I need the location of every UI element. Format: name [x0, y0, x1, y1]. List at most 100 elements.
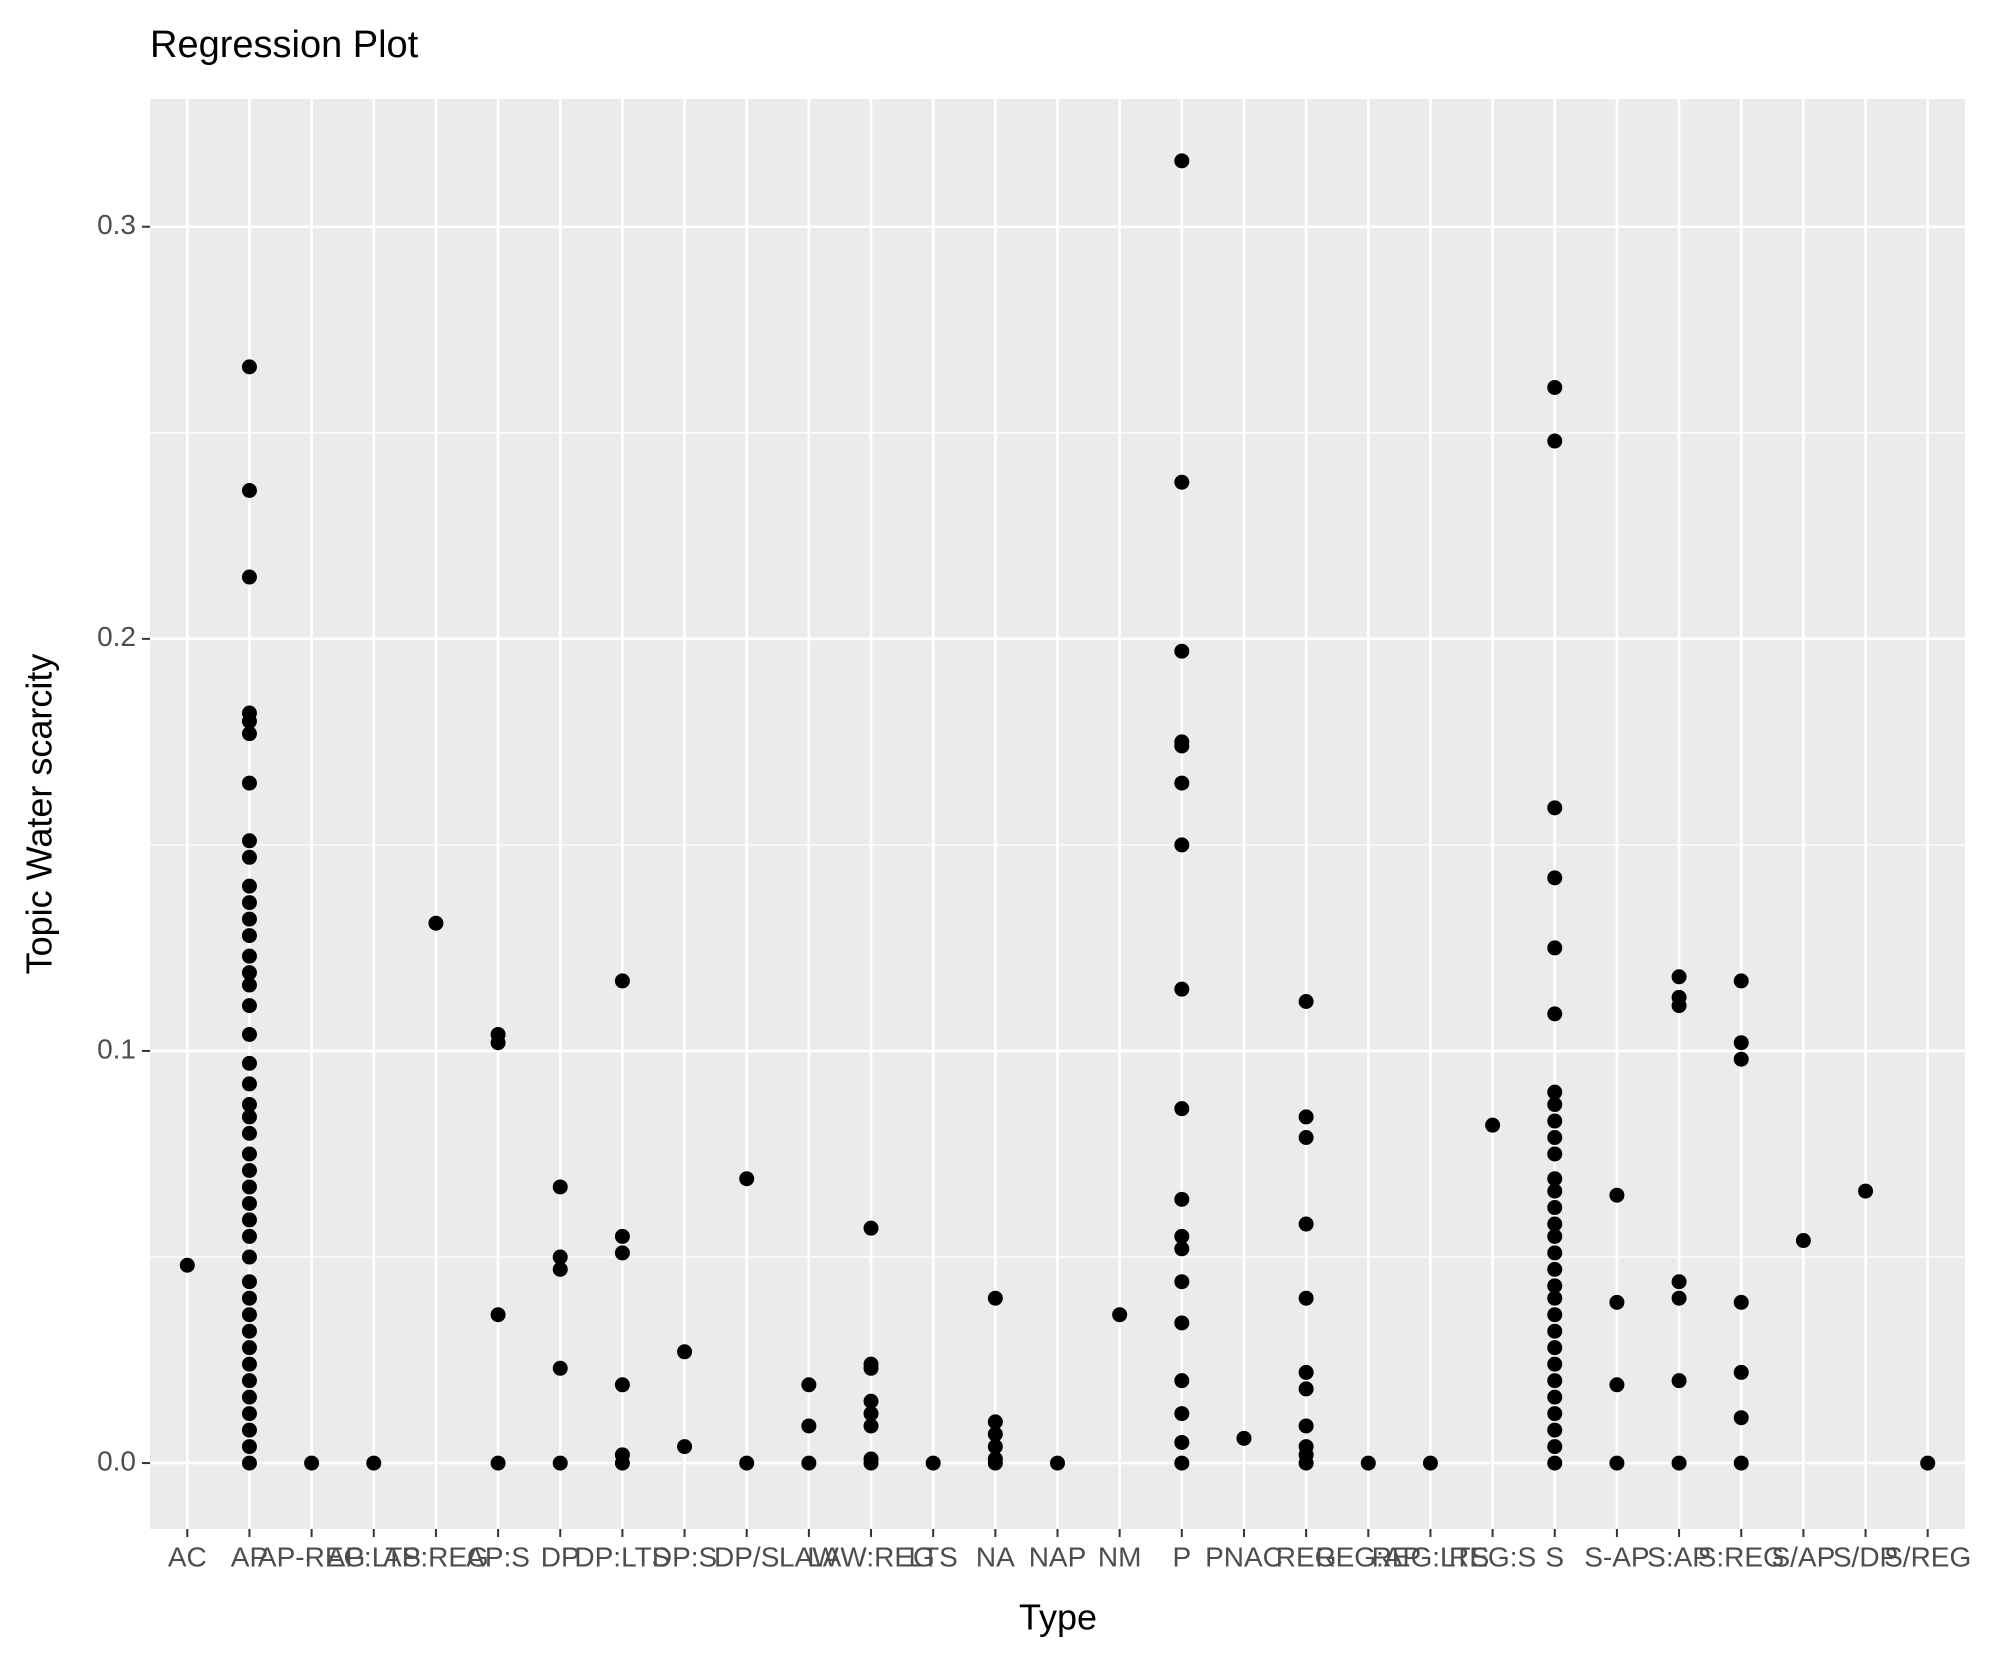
point: [552, 1249, 568, 1265]
point: [1547, 1130, 1563, 1146]
point: [677, 1439, 693, 1455]
point: [490, 1307, 506, 1323]
point: [1174, 1274, 1190, 1290]
x-tick-label: LAW:REG: [807, 1541, 935, 1572]
x-tick-label: P: [1172, 1541, 1191, 1572]
point: [1547, 1323, 1563, 1339]
point: [677, 1344, 693, 1360]
y-tick-label: 0.0: [97, 1445, 136, 1476]
point: [1236, 1430, 1252, 1446]
point: [241, 1076, 257, 1092]
x-tick-label: DP:S: [652, 1541, 717, 1572]
point: [1174, 981, 1190, 997]
point: [1547, 1340, 1563, 1356]
point: [1733, 1035, 1749, 1051]
point: [1547, 1216, 1563, 1232]
point: [1547, 379, 1563, 395]
x-tick-label: AP-REG: [258, 1541, 365, 1572]
point: [1733, 973, 1749, 989]
point: [1733, 1051, 1749, 1067]
point: [241, 1026, 257, 1042]
point: [1174, 1373, 1190, 1389]
x-tick-label: REG:AP: [1315, 1541, 1421, 1572]
point: [1671, 998, 1687, 1014]
point: [241, 1162, 257, 1178]
point: [1547, 1146, 1563, 1162]
point: [863, 1406, 879, 1422]
x-tick-label: S/DP: [1833, 1541, 1898, 1572]
point: [739, 1171, 755, 1187]
point: [241, 965, 257, 981]
point: [614, 973, 630, 989]
x-tick-label: AP:S: [466, 1541, 530, 1572]
point: [1174, 643, 1190, 659]
point: [241, 911, 257, 927]
point: [241, 1439, 257, 1455]
point: [739, 1455, 755, 1471]
point: [241, 1290, 257, 1306]
point: [1174, 775, 1190, 791]
point: [1547, 433, 1563, 449]
point: [863, 1393, 879, 1409]
point: [241, 482, 257, 498]
point: [1360, 1455, 1376, 1471]
point: [987, 1439, 1003, 1455]
x-tick-label: LAW: [779, 1541, 839, 1572]
point: [1298, 1130, 1314, 1146]
point: [1547, 1307, 1563, 1323]
x-tick-label: NM: [1098, 1541, 1142, 1572]
point: [1609, 1377, 1625, 1393]
point: [1298, 1290, 1314, 1306]
point: [1547, 1278, 1563, 1294]
x-tick-label: S:REG: [1698, 1541, 1785, 1572]
point: [1547, 1373, 1563, 1389]
point: [1174, 1101, 1190, 1117]
point: [801, 1418, 817, 1434]
point: [1547, 1228, 1563, 1244]
point: [241, 1340, 257, 1356]
point: [1298, 1455, 1314, 1471]
point: [1547, 1261, 1563, 1277]
point: [1547, 1406, 1563, 1422]
point: [1547, 1245, 1563, 1261]
x-tick-label: LTS: [909, 1541, 958, 1572]
point: [1547, 1200, 1563, 1216]
x-tick-label: S/REG: [1884, 1541, 1971, 1572]
point: [241, 833, 257, 849]
point: [863, 1220, 879, 1236]
point: [241, 1406, 257, 1422]
point: [241, 1179, 257, 1195]
y-tick-label: 0.3: [97, 209, 136, 240]
point: [1733, 1364, 1749, 1380]
point: [1547, 1097, 1563, 1113]
x-tick-label: NAP: [1029, 1541, 1087, 1572]
point: [241, 1249, 257, 1265]
point: [490, 1455, 506, 1471]
point: [428, 915, 444, 931]
x-axis-title: Type: [1019, 1597, 1097, 1638]
point: [304, 1455, 320, 1471]
point: [987, 1414, 1003, 1430]
point: [241, 948, 257, 964]
point: [1733, 1455, 1749, 1471]
point: [1671, 1455, 1687, 1471]
point: [614, 1245, 630, 1261]
x-tick-label: AC: [168, 1541, 207, 1572]
point: [1609, 1187, 1625, 1203]
point: [241, 1055, 257, 1071]
point: [552, 1179, 568, 1195]
x-tick-label: REG:LTS: [1372, 1541, 1490, 1572]
point: [1547, 940, 1563, 956]
point: [1547, 1006, 1563, 1022]
x-tick-label: REG: [1276, 1541, 1337, 1572]
point: [1174, 1191, 1190, 1207]
x-tick-label: AP:LTS: [327, 1541, 421, 1572]
point: [552, 1360, 568, 1376]
y-tick-label: 0.1: [97, 1033, 136, 1064]
x-tick-label: S:AP: [1647, 1541, 1711, 1572]
y-tick-label: 0.2: [97, 621, 136, 652]
point: [1733, 1410, 1749, 1426]
point: [987, 1455, 1003, 1471]
x-tick-label: AP:REG: [383, 1541, 489, 1572]
